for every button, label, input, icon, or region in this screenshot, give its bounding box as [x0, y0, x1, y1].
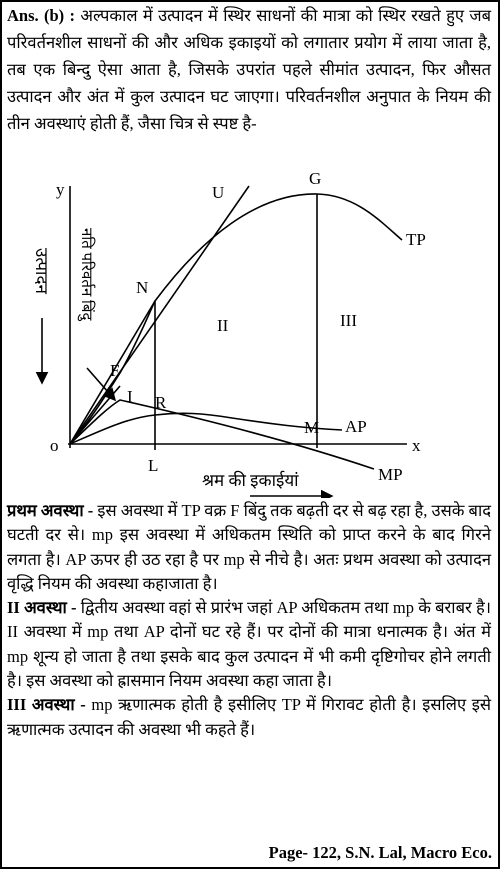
label-i: I	[127, 387, 133, 406]
diagram-lines	[35, 185, 407, 498]
section-text: mp ऋणात्मक होती है इसीलिए TP में गिरावट …	[7, 695, 491, 739]
inflection-label: नति परिवर्तन बिंदु	[77, 228, 96, 321]
label-r: R	[155, 393, 167, 412]
tp-curve	[69, 193, 403, 445]
label-n: N	[136, 278, 148, 297]
inflection-arrow	[86, 367, 117, 402]
section-text: द्वितीय अवस्था वहां से प्रारंभ जहां AP अ…	[7, 598, 492, 691]
answer-text: अल्पकाल में उत्पादन में स्थिर साधनों की …	[7, 6, 492, 133]
label-stage-3: III	[340, 311, 357, 330]
sections: प्रथम अवस्था - इस अवस्था में TP वक्र F ब…	[7, 499, 491, 742]
label-l: L	[148, 456, 158, 475]
label-origin: o	[50, 436, 59, 455]
label-mp: MP	[378, 465, 403, 484]
label-ap: AP	[345, 417, 367, 436]
label-y: y	[56, 180, 65, 199]
y-axis-title: उत्पादन	[32, 248, 51, 294]
section: प्रथम अवस्था - इस अवस्था में TP वक्र F ब…	[7, 499, 491, 596]
answer-label: Ans. (b) :	[7, 6, 76, 25]
section-heading: II अवस्था -	[7, 598, 77, 618]
ap-curve	[69, 412, 343, 445]
label-u: U	[212, 183, 224, 202]
answer-paragraph: Ans. (b) : अल्पकाल में उत्पादन में स्थिर…	[7, 2, 491, 137]
section-heading: प्रथम अवस्था -	[7, 501, 94, 520]
section-heading: III अवस्था -	[7, 695, 86, 715]
ray-i	[69, 385, 121, 445]
ray-n	[69, 300, 156, 445]
footer: Page- 122, S.N. Lal, Macro Eco.	[268, 843, 492, 862]
ray-u	[69, 185, 250, 445]
section: III अवस्था - mp ऋणात्मक होती है इसीलिए T…	[7, 693, 491, 742]
x-axis-title: श्रम की इकाईयां	[202, 470, 299, 490]
label-f: F	[110, 361, 119, 380]
section: II अवस्था - द्वितीय अवस्था वहां से प्रार…	[7, 596, 491, 693]
label-tp: TP	[406, 230, 426, 249]
label-stage-2: II	[217, 316, 229, 335]
diagram: y o x U G TP N II III F I R M AP L MP उत…	[32, 169, 426, 498]
label-g: G	[309, 169, 321, 188]
section-text: इस अवस्था में TP वक्र F बिंदु तक बढ़ती द…	[7, 501, 492, 593]
label-m: M	[304, 418, 319, 437]
label-x: x	[412, 436, 421, 455]
mp-curve	[69, 399, 375, 470]
